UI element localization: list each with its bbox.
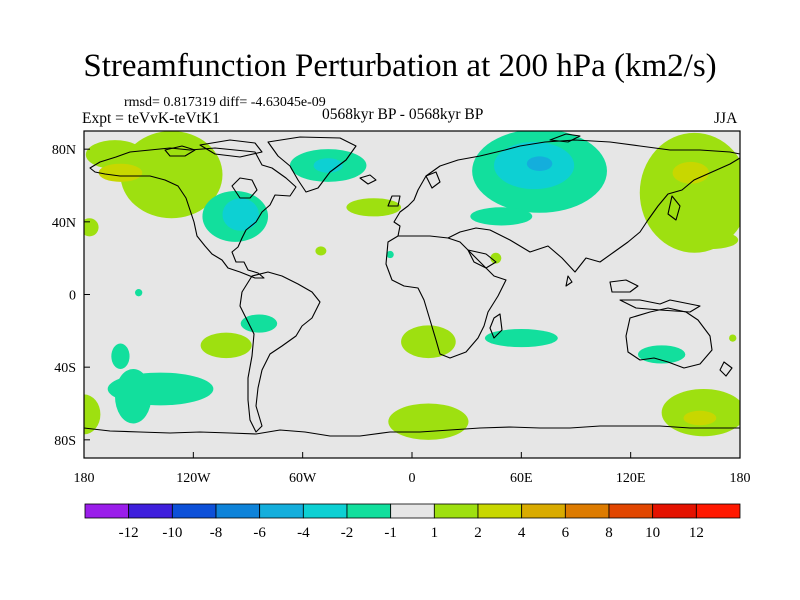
season-label: JJA: [714, 110, 738, 127]
colorbar-swatch: [171, 503, 217, 519]
contour-region: [729, 334, 737, 342]
colorbar-label: -4: [297, 525, 310, 541]
colorbar-label: -2: [341, 525, 354, 541]
contour-region: [484, 329, 558, 348]
contour-region: [200, 332, 252, 359]
contour-region: [683, 230, 739, 250]
colorbar-label: 6: [562, 525, 570, 541]
colorbar-swatch: [608, 503, 654, 519]
x-tick-label: 120W: [176, 471, 211, 486]
colorbar-swatch: [695, 503, 741, 519]
contour-region: [637, 345, 686, 364]
colorbar-swatch: [433, 503, 479, 519]
colorbar-swatch: [390, 503, 435, 519]
colorbar-swatch: [477, 503, 523, 519]
contour-region: [135, 289, 143, 297]
colorbar-swatch: [302, 503, 348, 519]
colorbar-label: 1: [431, 525, 439, 541]
x-tick-label: 60E: [510, 471, 533, 486]
contour-region: [683, 410, 717, 426]
contour-region: [346, 198, 402, 217]
rmsd-diff-label: rmsd= 0.817319 diff= -4.63045e-09: [124, 95, 326, 110]
contour-region: [315, 246, 327, 256]
colorbar-swatch: [259, 503, 304, 519]
x-tick-label: 0: [409, 471, 416, 486]
contour-region: [639, 132, 740, 253]
contour-region: [98, 163, 143, 182]
contour-region: [240, 314, 278, 333]
colorbar-label: -1: [384, 525, 397, 541]
colorbar-label: 12: [689, 525, 704, 541]
x-tick-label: 180: [730, 471, 751, 486]
colorbar-label: 8: [605, 525, 613, 541]
contour-region: [672, 161, 710, 184]
period-label: 0568kyr BP - 0568kyr BP: [322, 106, 484, 123]
contour-region: [84, 394, 101, 435]
coastlines: [84, 133, 740, 437]
x-axis: 180 120W 60W 0 60E 120E 180: [74, 452, 751, 486]
y-tick-label: 40N: [52, 216, 76, 231]
colorbar-label: -12: [119, 525, 139, 541]
contour-region: [470, 207, 533, 226]
colorbar: -12 -10 -8 -6 -4 -2 -1 1 2 4 6 8 10 12: [84, 503, 741, 541]
contour-region: [490, 252, 502, 264]
colorbar-label: -6: [253, 525, 266, 541]
x-tick-label: 120E: [616, 471, 646, 486]
contour-region: [114, 368, 152, 424]
contour-region: [111, 343, 130, 369]
contour-region: [388, 403, 469, 440]
contour-region: [84, 218, 99, 237]
y-tick-label: 80N: [52, 143, 76, 158]
colorbar-swatch: [652, 503, 697, 519]
chart-title: Streamfunction Perturbation at 200 hPa (…: [83, 48, 717, 84]
colorbar-swatch: [128, 503, 173, 519]
x-tick-label: 60W: [289, 471, 317, 486]
colorbar-label: -10: [162, 525, 182, 541]
experiment-label: Expt = teVvK-teVtK1: [82, 110, 220, 127]
colorbar-label: -8: [210, 525, 223, 541]
contour-region: [526, 156, 553, 171]
y-tick-label: 80S: [54, 434, 76, 449]
contour-region: [120, 131, 223, 219]
colorbar-swatch: [215, 503, 261, 519]
colorbar-label: 10: [645, 525, 660, 541]
contour-region: [401, 325, 456, 359]
y-axis: 80N 40N 0 40S 80S: [52, 143, 90, 449]
contour-region: [386, 250, 394, 259]
colorbar-label: 2: [474, 525, 482, 541]
colorbar-swatch: [84, 503, 130, 519]
colorbar-swatch: [564, 503, 610, 519]
contour-region: [222, 198, 259, 231]
colorbar-swatch: [346, 503, 392, 519]
x-tick-label: 180: [74, 471, 95, 486]
y-tick-label: 40S: [54, 361, 76, 376]
colorbar-label: 4: [518, 525, 526, 541]
contour-region: [313, 158, 343, 173]
colorbar-swatch: [521, 503, 566, 519]
y-tick-label: 0: [69, 289, 76, 304]
